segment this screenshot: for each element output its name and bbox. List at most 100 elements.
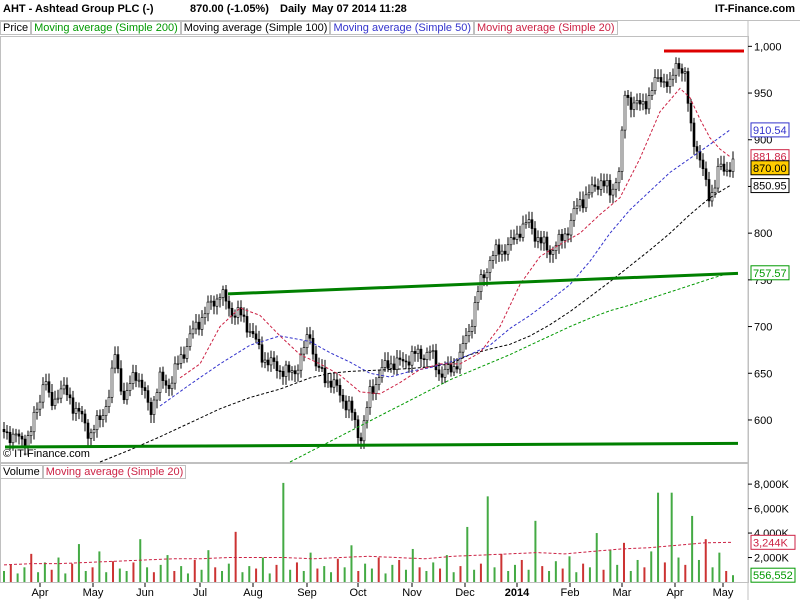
- price-candle-body: [641, 101, 645, 105]
- volume-bar: [384, 573, 387, 582]
- price-candle-body: [8, 432, 12, 444]
- price-candle-body: [296, 369, 300, 375]
- price-candle-body: [335, 379, 339, 386]
- volume-bar: [404, 569, 407, 582]
- volume-bar: [718, 552, 721, 582]
- watermark: © IT-Finance.com: [3, 448, 90, 460]
- price-candle-body: [647, 95, 651, 110]
- price-candle-body: [14, 433, 18, 436]
- price-candle-body: [239, 307, 243, 316]
- price-candle-body: [11, 433, 15, 444]
- price-candle-body: [644, 101, 648, 110]
- price-candle-body: [410, 351, 414, 366]
- price-candle-body: [170, 382, 174, 389]
- volume-bar: [691, 515, 694, 582]
- price-candle-body: [83, 413, 87, 424]
- price-candle-body: [209, 300, 213, 303]
- price-candle-body: [407, 361, 411, 366]
- price-candle-body: [653, 77, 657, 91]
- price-candle-body: [344, 400, 348, 411]
- volume-bar: [732, 575, 734, 582]
- volume-bar: [616, 564, 619, 582]
- volume-bar: [302, 570, 305, 582]
- price-candle-body: [380, 367, 384, 379]
- legend-item-volume-ma20: Moving average (Simple 20): [42, 465, 187, 479]
- price-candle-body: [131, 372, 135, 384]
- volume-bar: [650, 551, 653, 582]
- price-candle-body: [293, 370, 297, 375]
- price-candle-body: [539, 237, 543, 244]
- price-candle-body: [119, 368, 123, 392]
- volume-bar: [77, 544, 80, 582]
- price-candle-body: [122, 390, 126, 401]
- price-candle-body: [287, 364, 291, 373]
- price-candle-body: [290, 370, 294, 373]
- price-candle-body: [197, 321, 201, 330]
- price-candle-body: [236, 307, 240, 318]
- price-candle-body: [479, 274, 483, 292]
- volume-legend: Volume Moving average (Simple 20): [0, 465, 187, 479]
- volume-bar: [43, 562, 46, 582]
- price-candle-body: [152, 399, 156, 415]
- price-candle-body: [368, 386, 372, 408]
- price-candle-body: [320, 367, 324, 369]
- volume-bar: [336, 558, 339, 582]
- price-candle-body: [233, 315, 237, 318]
- price-candle-body: [350, 400, 354, 413]
- volume-bar: [132, 562, 135, 582]
- price-candle-body: [632, 102, 636, 110]
- x-tick-label: Apr: [666, 587, 683, 599]
- price-candle-body: [275, 361, 279, 372]
- price-candle-body: [302, 347, 306, 355]
- price-candle-body: [605, 180, 609, 187]
- volume-bar: [50, 569, 53, 582]
- price-candle-body: [677, 63, 681, 69]
- price-candle-body: [329, 380, 333, 388]
- price-candle-body: [158, 371, 162, 393]
- price-candle-body: [389, 363, 393, 369]
- price-candle-body: [128, 383, 132, 391]
- price-candle-body: [692, 122, 696, 147]
- volume-bar: [711, 567, 714, 582]
- price-candle-body: [629, 97, 633, 110]
- price-candle-body: [518, 233, 522, 238]
- price-candle-body: [77, 407, 81, 412]
- price-candle-body: [74, 407, 78, 414]
- volume-bar: [159, 564, 162, 582]
- price-candle-body: [473, 302, 477, 327]
- price-candle-body: [371, 386, 375, 395]
- price-candle-body: [65, 384, 69, 396]
- x-tick-label: Sep: [297, 587, 317, 599]
- volume-bar: [459, 566, 462, 582]
- volume-bar: [479, 563, 482, 582]
- x-tick-label: Aug: [243, 587, 263, 599]
- volume-bar: [500, 553, 503, 582]
- price-candle-body: [548, 249, 552, 255]
- volume-bar: [186, 573, 189, 582]
- price-candle-body: [356, 419, 360, 438]
- value-tag-box: [750, 178, 790, 194]
- volume-bar: [105, 572, 108, 582]
- price-candle-body: [515, 233, 519, 240]
- price-tick-label: 700: [754, 322, 772, 334]
- price-candle-body: [41, 384, 45, 403]
- price-candle-body: [638, 100, 642, 105]
- ma20-line: [179, 87, 731, 395]
- volume-bar: [568, 556, 571, 582]
- volume-bar: [670, 492, 673, 582]
- volume-bar: [684, 564, 687, 582]
- price-tick-label: 950: [754, 88, 772, 100]
- price-candle-body: [698, 151, 702, 161]
- price-candle-body: [527, 219, 531, 223]
- volume-ma20-line: [3, 541, 734, 566]
- price-candle-body: [635, 100, 639, 104]
- price-candle-body: [713, 187, 717, 193]
- price-candle-body: [203, 313, 207, 318]
- price-candle-body: [446, 364, 450, 370]
- price-candle-body: [581, 199, 585, 209]
- price-candle-body: [560, 233, 564, 241]
- volume-bar: [364, 563, 367, 582]
- volume-bar: [561, 568, 564, 582]
- price-candle-body: [377, 377, 381, 386]
